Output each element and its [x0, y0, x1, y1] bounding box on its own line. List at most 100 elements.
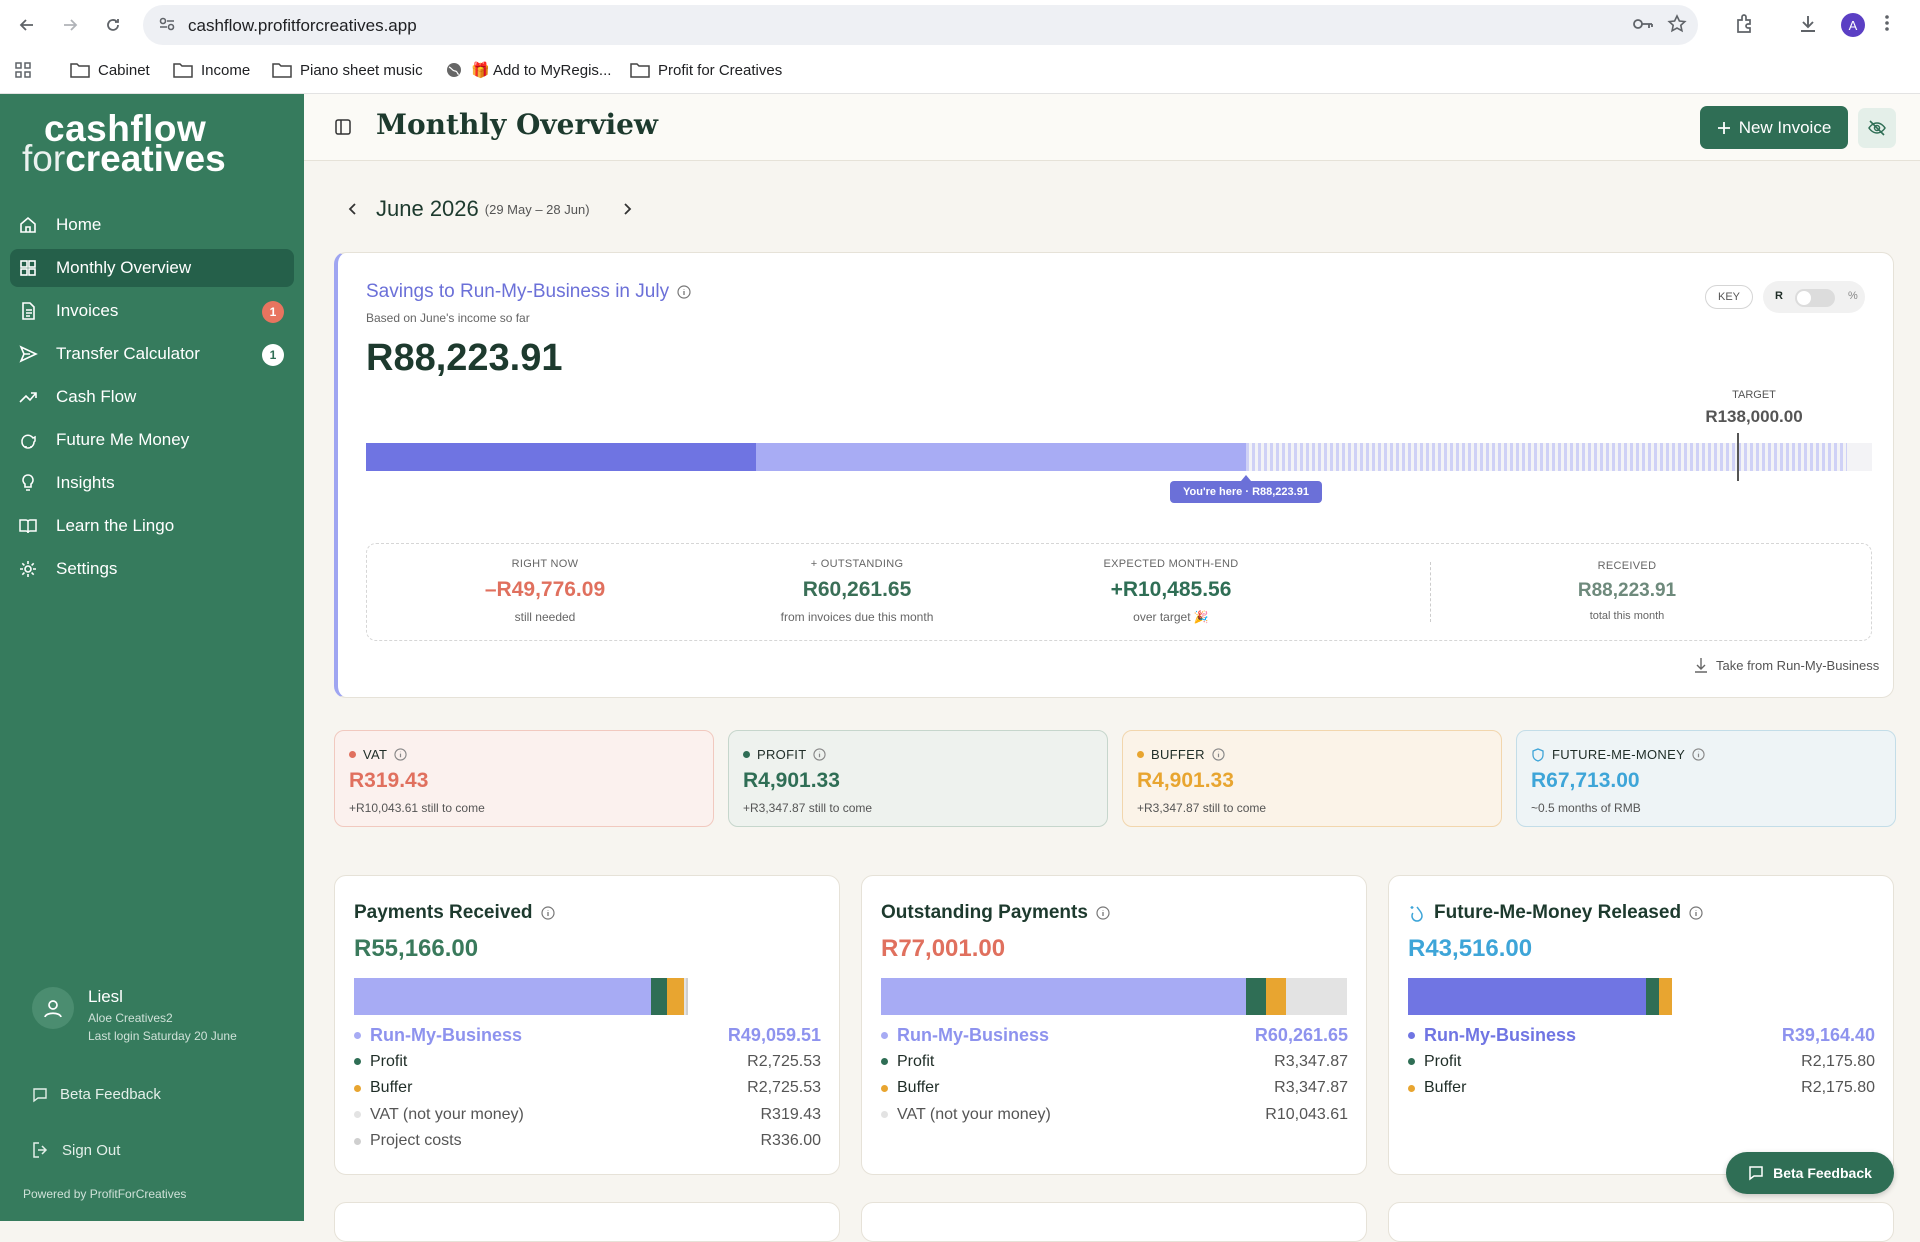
- vat-sub: +R10,043.61 still to come: [349, 801, 485, 815]
- bar-segment: [667, 978, 684, 1015]
- stat-label: RIGHT NOW: [511, 558, 579, 570]
- row-name: Run-My-Business: [897, 1024, 1050, 1045]
- stat-value: R60,261.65: [802, 578, 912, 601]
- list-item: Profit R2,175.80: [1408, 1049, 1875, 1076]
- info-icon[interactable]: [1689, 906, 1703, 920]
- floating-feedback-label: Beta Feedback: [1773, 1165, 1872, 1181]
- bookmark-add-to-myregis[interactable]: 🎁 Add to MyRegis...: [445, 58, 611, 82]
- reload-icon[interactable]: [100, 12, 126, 38]
- bookmark-piano-sheet-music[interactable]: Piano sheet music: [272, 58, 423, 82]
- toggle-switch[interactable]: [1795, 289, 1835, 307]
- hide-amounts-button[interactable]: [1858, 108, 1896, 148]
- piggy-icon: [18, 430, 38, 450]
- sidebar-item-future-me-money[interactable]: Future Me Money: [10, 421, 294, 459]
- rand-percent-toggle[interactable]: R %: [1763, 281, 1865, 313]
- back-arrow-icon[interactable]: [14, 12, 40, 38]
- sidebar-item-insights[interactable]: Insights: [10, 464, 294, 502]
- beta-feedback-link[interactable]: Beta Feedback: [32, 1086, 161, 1103]
- new-invoice-button[interactable]: New Invoice: [1700, 106, 1848, 149]
- info-icon[interactable]: [394, 748, 407, 761]
- info-icon[interactable]: [1212, 748, 1225, 761]
- take-from-rmb-link[interactable]: Take from Run-My-Business: [1694, 657, 1879, 673]
- sidebar-item-home[interactable]: Home: [10, 206, 294, 244]
- url-text[interactable]: cashflow.profitforcreatives.app: [188, 16, 417, 35]
- apps-grid-icon[interactable]: [14, 58, 32, 82]
- next-card-peek: [334, 1202, 840, 1242]
- sidebar-item-invoices[interactable]: Invoices 1: [10, 292, 294, 330]
- sidebar-item-monthly-overview[interactable]: Monthly Overview: [10, 249, 294, 287]
- sidebar-item-transfer-calculator[interactable]: Transfer Calculator 1: [10, 335, 294, 373]
- info-icon[interactable]: [677, 285, 691, 299]
- info-icon[interactable]: [1096, 906, 1110, 920]
- row-name: Profit: [1424, 1052, 1462, 1070]
- info-icon[interactable]: [540, 906, 555, 920]
- stat-expected-month-end: EXPECTED MONTH-END +R10,485.56 over targ…: [1041, 558, 1301, 624]
- sign-out-link[interactable]: Sign Out: [32, 1141, 120, 1159]
- folder-icon: [630, 63, 650, 78]
- profile-avatar[interactable]: A: [1841, 13, 1865, 37]
- breakdown-list: Run-My-Business R49,059.51 Profit R2,725.5…: [354, 1022, 821, 1155]
- list-item: Run-My-Business R49,059.51: [354, 1022, 821, 1049]
- stat-sub: still needed: [514, 610, 576, 624]
- row-name: Profit: [897, 1052, 935, 1070]
- row-value: R2,725.53: [747, 1079, 821, 1097]
- more-menu-icon[interactable]: [1884, 12, 1890, 34]
- legend-dot: [881, 1111, 888, 1119]
- sidebar-item-label: Cash Flow: [56, 387, 137, 406]
- extensions-icon[interactable]: [1733, 12, 1757, 36]
- list-item: Run-My-Business R39,164.40: [1408, 1022, 1875, 1049]
- folder-icon: [272, 63, 292, 78]
- savings-subtitle: Based on June's income so far: [366, 311, 530, 325]
- vat-card-header: VAT: [349, 747, 407, 762]
- floating-beta-feedback-button[interactable]: Beta Feedback: [1726, 1152, 1894, 1194]
- future-me-money-card[interactable]: FUTURE-ME-MONEY R67,713.00 ~0.5 months o…: [1516, 730, 1896, 827]
- password-key-icon[interactable]: [1631, 13, 1655, 35]
- bookmark-income[interactable]: Income: [173, 58, 250, 82]
- bookmark-cabinet[interactable]: Cabinet: [70, 58, 150, 82]
- sparkle-drop-icon: [1410, 906, 1423, 922]
- profit-card[interactable]: PROFIT R4,901.33 +R3,347.87 still to com…: [728, 730, 1108, 827]
- sidebar-item-label: Settings: [56, 559, 118, 578]
- vat-label: VAT: [363, 747, 388, 762]
- list-item: Buffer R2,725.53: [354, 1075, 821, 1102]
- progress-received-dark: [366, 443, 756, 471]
- list-item: Run-My-Business R60,261.65: [881, 1022, 1348, 1049]
- stat-value: +R10,485.56: [1110, 578, 1232, 601]
- bar-segment: [354, 978, 651, 1015]
- sidebar-item-cash-flow[interactable]: Cash Flow: [10, 378, 294, 416]
- address-bar[interactable]: cashflow.profitforcreatives.app: [143, 5, 1698, 45]
- savings-title: Savings to Run-My-Business in July: [366, 281, 691, 303]
- bookmark-star-icon[interactable]: [1666, 13, 1688, 35]
- download-icon[interactable]: [1796, 12, 1820, 36]
- site-settings-icon[interactable]: [156, 13, 178, 35]
- legend-dot: [354, 1031, 361, 1039]
- list-item: Project costs R336.00: [354, 1128, 821, 1155]
- bar-segment: [1245, 978, 1266, 1015]
- logo-cashflow[interactable]: cashflow: [44, 108, 207, 149]
- bookmark-profit-for-creatives[interactable]: Profit for Creatives: [630, 58, 782, 82]
- fmm-card-header: FUTURE-ME-MONEY: [1531, 747, 1705, 762]
- bar-segment: [1286, 978, 1347, 1015]
- legend-dot: [881, 1031, 888, 1039]
- logo-forcreatives[interactable]: forcreatives: [22, 140, 226, 178]
- buffer-card[interactable]: BUFFER R4,901.33 +R3,347.87 still to com…: [1122, 730, 1502, 827]
- payments-received-card: Payments Received R55,166.00 Run-My-Busi…: [334, 875, 840, 1175]
- vat-card[interactable]: VAT R319.43 +R10,043.61 still to come: [334, 730, 714, 827]
- info-icon[interactable]: [813, 748, 827, 761]
- legend-dot: [1408, 1031, 1415, 1039]
- forward-arrow-icon[interactable]: [57, 12, 83, 38]
- bookmark-label: Income: [201, 61, 251, 79]
- info-icon[interactable]: [1692, 748, 1705, 761]
- prev-month-chevron-icon[interactable]: [344, 200, 362, 218]
- sidebar-item-label: Insights: [56, 473, 115, 492]
- powered-by: Powered by ProfitForCreatives: [23, 1187, 187, 1201]
- row-value: R49,059.51: [727, 1024, 821, 1045]
- sidebar-item-learn-the-lingo[interactable]: Learn the Lingo: [10, 507, 294, 545]
- sidebar-toggle-icon[interactable]: [334, 118, 352, 136]
- row-value: R39,164.40: [1781, 1024, 1875, 1045]
- row-name: Project costs: [370, 1132, 462, 1150]
- card-title: Outstanding Payments: [881, 902, 1110, 924]
- key-button[interactable]: KEY: [1705, 285, 1753, 309]
- next-month-chevron-icon[interactable]: [618, 200, 636, 218]
- sidebar-item-settings[interactable]: Settings: [10, 550, 294, 588]
